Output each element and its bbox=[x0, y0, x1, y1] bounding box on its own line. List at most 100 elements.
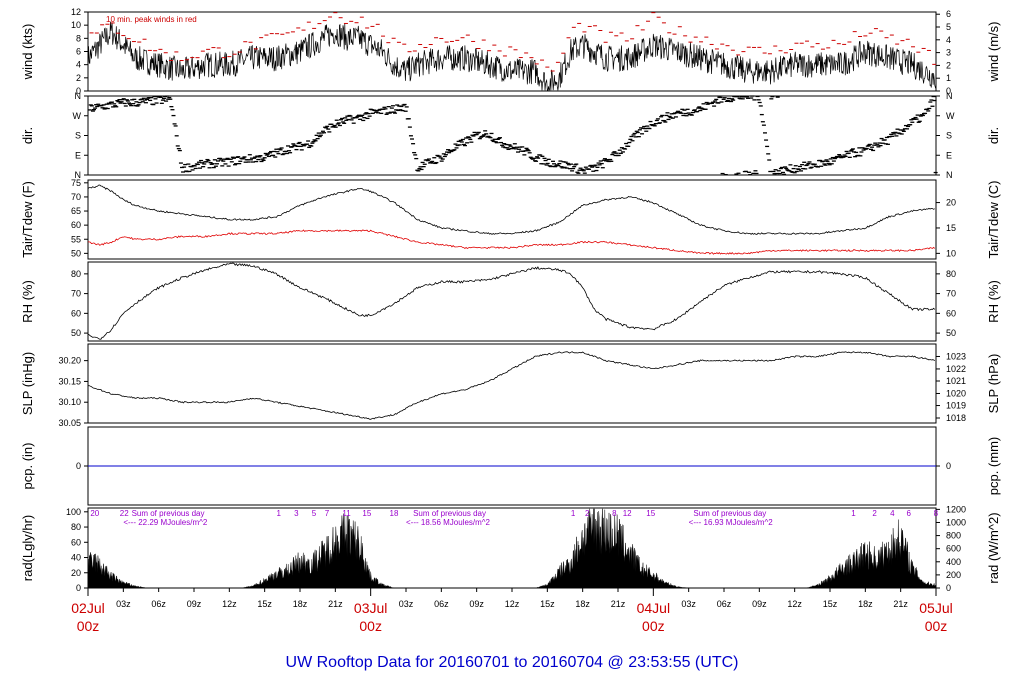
wind-ylabel-right: wind (m/s) bbox=[986, 22, 1001, 83]
wind-right-tick-label: 2 bbox=[946, 60, 951, 70]
wind-right-tick-label: 1 bbox=[946, 73, 951, 83]
temp-panel: Tair/Tdew (F) Tair/Tdew (C) 50 55 60 65 70 75 10… bbox=[20, 178, 1001, 260]
temp-ylabel-right: Tair/Tdew (C) bbox=[986, 180, 1001, 258]
rad-annotation: 6 bbox=[907, 509, 912, 518]
rad-annotation: Sum of previous day bbox=[413, 509, 486, 518]
wind-right-tick-label: 4 bbox=[946, 35, 951, 45]
slp-right-tick-label: 1021 bbox=[946, 376, 966, 386]
rh-right-tick-label: 50 bbox=[946, 328, 956, 338]
dir-left-tick-label: S bbox=[75, 131, 81, 141]
rad-annotation: <--- 22.29 MJoules/m^2 bbox=[123, 518, 208, 527]
rad-right-tick-label: 1200 bbox=[946, 504, 966, 514]
slp-right-tick-label: 1019 bbox=[946, 401, 966, 411]
time-tick-label: 15z bbox=[257, 599, 272, 609]
rad-right-tick-label: 0 bbox=[946, 583, 951, 593]
rad-annotation: Sum of previous day bbox=[132, 509, 205, 518]
pcp-ylabel-left: pcp. (in) bbox=[20, 443, 35, 490]
rad-annotation: Sum of previous day bbox=[693, 509, 766, 518]
time-tick-label: 06z bbox=[434, 599, 449, 609]
rh-left-tick-label: 80 bbox=[71, 269, 81, 279]
wind-annotation: 10 min. peak winds in red bbox=[106, 15, 197, 24]
wind-frame bbox=[87, 11, 937, 92]
temp-left-tick-label: 65 bbox=[71, 206, 81, 216]
rad-annotation: <--- 16.93 MJoules/m^2 bbox=[689, 518, 774, 527]
chart-title: UW Rooftop Data for 20160701 to 20160704… bbox=[286, 654, 739, 671]
slp-left-tick-label: 30.20 bbox=[58, 356, 81, 366]
slp-frame bbox=[87, 343, 937, 424]
rh-left-tick-label: 60 bbox=[71, 308, 81, 318]
rad-left-tick-label: 100 bbox=[66, 507, 81, 517]
rad-ylabel-left: rad(Lgly/hr) bbox=[20, 515, 35, 581]
date-hour-label: 00z bbox=[77, 618, 100, 634]
wind-speed-line bbox=[87, 21, 937, 92]
time-tick-label: 03z bbox=[681, 599, 696, 609]
rh-ylabel-left: RH (%) bbox=[20, 280, 35, 323]
wind-right-tick-label: 6 bbox=[946, 9, 951, 19]
slp-right-tick-label: 1018 bbox=[946, 413, 966, 423]
rad-annotation: 1 bbox=[851, 509, 856, 518]
date-label: 02Jul bbox=[71, 600, 104, 616]
rad-left-tick-label: 40 bbox=[71, 553, 81, 563]
date-label: 04Jul bbox=[637, 600, 670, 616]
dir-left-tick-label: E bbox=[75, 150, 81, 160]
time-tick-label: 18z bbox=[858, 599, 873, 609]
rad-annotation: <--- 18.56 MJoules/m^2 bbox=[406, 518, 491, 527]
rad-right-tick-label: 800 bbox=[946, 531, 961, 541]
wind-left-tick-label: 0 bbox=[76, 86, 81, 96]
wind-right-tick-label: 3 bbox=[946, 48, 951, 58]
dir-left-tick-label: N bbox=[75, 91, 82, 101]
wind-left-tick-label: 4 bbox=[76, 60, 81, 70]
pcp-panel: pcp. (in) pcp. (mm) 0 0 bbox=[20, 426, 1001, 506]
rad-area bbox=[87, 508, 937, 589]
rad-left-tick-label: 0 bbox=[76, 583, 81, 593]
time-tick-label: 12z bbox=[222, 599, 237, 609]
temp-left-tick-label: 55 bbox=[71, 234, 81, 244]
time-tick-label: 03z bbox=[116, 599, 131, 609]
rad-left-tick-label: 60 bbox=[71, 537, 81, 547]
time-tick-label: 12z bbox=[505, 599, 520, 609]
rad-annotation: 1 bbox=[276, 509, 281, 518]
slp-line bbox=[87, 351, 936, 420]
pcp-left-tick-label: 0 bbox=[76, 461, 81, 471]
time-tick-label: 21z bbox=[328, 599, 343, 609]
slp-right-tick-label: 1022 bbox=[946, 364, 966, 374]
rad-annotation: 8 bbox=[612, 509, 617, 518]
slp-ylabel-right: SLP (hPa) bbox=[986, 354, 1001, 414]
wind-left-tick-label: 2 bbox=[76, 73, 81, 83]
rh-ylabel-right: RH (%) bbox=[986, 280, 1001, 323]
slp-left-tick-label: 30.10 bbox=[58, 397, 81, 407]
rh-right-tick-label: 60 bbox=[946, 308, 956, 318]
rh-frame bbox=[87, 261, 937, 342]
date-hour-label: 00z bbox=[925, 618, 948, 634]
rad-right-tick-label: 1000 bbox=[946, 517, 966, 527]
slp-left-tick-label: 30.15 bbox=[58, 376, 81, 386]
temp-left-tick-label: 75 bbox=[71, 178, 81, 188]
time-tick-label: 06z bbox=[151, 599, 166, 609]
tair-line bbox=[87, 184, 935, 235]
rh-left-tick-label: 70 bbox=[71, 289, 81, 299]
time-tick-label: 06z bbox=[717, 599, 732, 609]
wind-left-tick-label: 8 bbox=[76, 33, 81, 43]
time-tick-label: 21z bbox=[893, 599, 908, 609]
date-label: 03Jul bbox=[354, 600, 387, 616]
temp-ylabel-left: Tair/Tdew (F) bbox=[20, 181, 35, 258]
rad-annotation: 1 bbox=[571, 509, 576, 518]
rad-annotation: 11 bbox=[342, 509, 351, 518]
rad-annotation: 3 bbox=[294, 509, 299, 518]
time-tick-label: 09z bbox=[187, 599, 202, 609]
dir-ylabel-left: dir. bbox=[20, 127, 35, 144]
rh-right-tick-label: 80 bbox=[946, 269, 956, 279]
slp-right-tick-label: 1020 bbox=[946, 388, 966, 398]
temp-frame bbox=[87, 179, 937, 260]
rad-left-tick-label: 20 bbox=[71, 568, 81, 578]
wind-left-tick-label: 10 bbox=[71, 20, 81, 30]
wind-left-tick-label: 6 bbox=[76, 47, 81, 57]
rad-annotation: 2 bbox=[872, 509, 877, 518]
rad-right-tick-label: 200 bbox=[946, 570, 961, 580]
pcp-ylabel-right: pcp. (mm) bbox=[986, 437, 1001, 496]
rad-annotation: 15 bbox=[362, 509, 371, 518]
rad-annotation: 2 bbox=[585, 509, 590, 518]
time-axis: 03z 06z 09z 12z 15z 18z 21z 03z 06z 09z 12z 15z 18z 2… bbox=[71, 588, 953, 634]
